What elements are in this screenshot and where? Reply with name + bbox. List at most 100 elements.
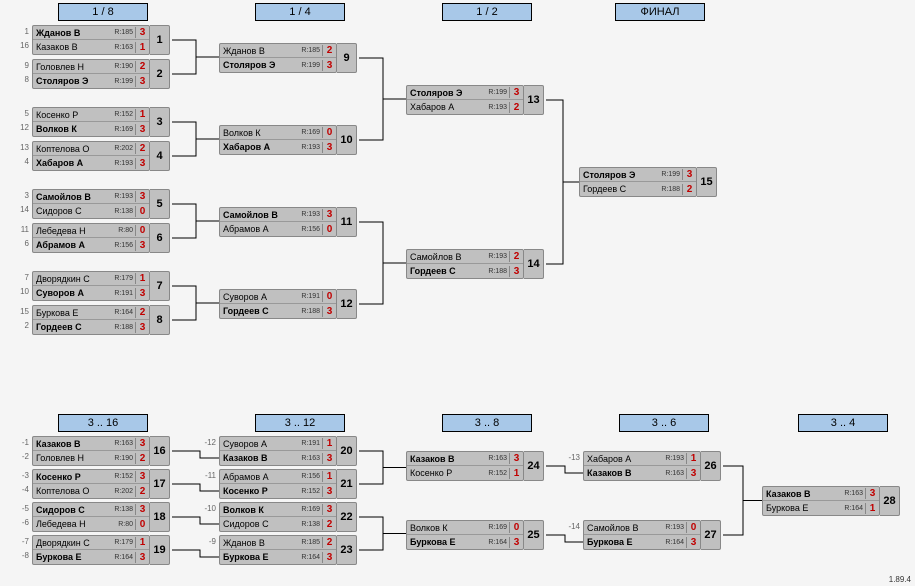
player-rating: R:152 bbox=[111, 111, 135, 118]
seed: 10 bbox=[15, 287, 29, 296]
player-rating: R:179 bbox=[111, 539, 135, 546]
player-name: Сидоров С bbox=[33, 206, 111, 216]
player-name: Казаков В bbox=[220, 453, 298, 463]
player-name: Волков К bbox=[407, 523, 485, 533]
match: Абрамов АR:1561Косенко РR:152321 bbox=[219, 469, 357, 499]
match-number: 11 bbox=[337, 207, 357, 237]
player-score: 2 bbox=[682, 184, 696, 195]
player-score: 1 bbox=[135, 42, 149, 53]
match: Казаков ВR:1633Буркова ЕR:164128 bbox=[762, 486, 900, 516]
player-row: Сидоров СR:1383 bbox=[33, 503, 149, 517]
player-name: Самойлов В bbox=[407, 252, 485, 262]
match: Коптелова ОR:2022Хабаров АR:19334 bbox=[32, 141, 170, 171]
player-row: Столяров ЭR:1993 bbox=[407, 86, 523, 100]
player-row: Казаков ВR:1633 bbox=[584, 466, 700, 480]
player-rating: R:188 bbox=[298, 308, 322, 315]
player-row: Волков КR:1690 bbox=[220, 126, 336, 140]
match-players: Самойлов ВR:1932Гордеев СR:1883 bbox=[406, 249, 524, 279]
player-row: Столяров ЭR:1993 bbox=[220, 58, 336, 72]
match-number: 15 bbox=[697, 167, 717, 197]
match-number: 7 bbox=[150, 271, 170, 301]
player-rating: R:138 bbox=[298, 521, 322, 528]
round-header: 3 .. 16 bbox=[58, 414, 148, 432]
player-row: Гордеев СR:1882 bbox=[580, 182, 696, 196]
player-rating: R:199 bbox=[298, 62, 322, 69]
match-number: 18 bbox=[150, 502, 170, 532]
player-score: 2 bbox=[135, 486, 149, 497]
player-score: 1 bbox=[509, 468, 523, 479]
round-header: 3 .. 4 bbox=[798, 414, 888, 432]
player-score: 1 bbox=[135, 537, 149, 548]
player-score: 2 bbox=[509, 251, 523, 262]
player-score: 3 bbox=[686, 468, 700, 479]
player-score: 0 bbox=[322, 291, 336, 302]
player-rating: R:163 bbox=[485, 455, 509, 462]
player-score: 0 bbox=[509, 522, 523, 533]
player-row: Сидоров СR:1380 bbox=[33, 204, 149, 218]
match-number: 22 bbox=[337, 502, 357, 532]
player-row: Самойлов ВR:1933 bbox=[220, 208, 336, 222]
player-name: Гордеев С bbox=[407, 266, 485, 276]
player-score: 1 bbox=[135, 273, 149, 284]
player-row: Казаков ВR:1633 bbox=[763, 487, 879, 501]
player-row: Хабаров АR:1933 bbox=[220, 140, 336, 154]
player-row: Косенко РR:1523 bbox=[33, 470, 149, 484]
match-number: 9 bbox=[337, 43, 357, 73]
player-row: Буркова ЕR:1643 bbox=[220, 550, 336, 564]
player-rating: R:164 bbox=[111, 309, 135, 316]
player-score: 1 bbox=[322, 438, 336, 449]
player-rating: R:202 bbox=[111, 488, 135, 495]
player-name: Косенко Р bbox=[33, 110, 111, 120]
player-rating: R:193 bbox=[298, 211, 322, 218]
version-label: 1.89.4 bbox=[889, 575, 911, 584]
player-rating: R:193 bbox=[298, 144, 322, 151]
player-row: Жданов ВR:1852 bbox=[220, 536, 336, 550]
match-number: 4 bbox=[150, 141, 170, 171]
player-name: Волков К bbox=[220, 128, 298, 138]
player-score: 3 bbox=[135, 158, 149, 169]
player-rating: R:193 bbox=[662, 524, 686, 531]
player-rating: R:169 bbox=[298, 506, 322, 513]
seed: -11 bbox=[202, 471, 216, 480]
match-players: Казаков ВR:1633Буркова ЕR:1641 bbox=[762, 486, 880, 516]
player-rating: R:199 bbox=[111, 78, 135, 85]
seed: 2 bbox=[15, 321, 29, 330]
player-name: Казаков В bbox=[584, 468, 662, 478]
player-score: 3 bbox=[135, 552, 149, 563]
match-number: 24 bbox=[524, 451, 544, 481]
player-row: Гордеев СR:1883 bbox=[220, 304, 336, 318]
match-number: 6 bbox=[150, 223, 170, 253]
player-name: Буркова Е bbox=[763, 503, 841, 513]
player-row: Абрамов АR:1563 bbox=[33, 238, 149, 252]
player-score: 2 bbox=[322, 45, 336, 56]
player-name: Хабаров А bbox=[33, 158, 111, 168]
match-players: Косенко РR:1521Волков КR:1693 bbox=[32, 107, 150, 137]
player-row: Столяров ЭR:1993 bbox=[33, 74, 149, 88]
player-score: 2 bbox=[322, 537, 336, 548]
player-name: Сидоров С bbox=[220, 519, 298, 529]
player-rating: R:164 bbox=[298, 554, 322, 561]
player-name: Суворов А bbox=[220, 439, 298, 449]
player-name: Головлев Н bbox=[33, 62, 111, 72]
player-rating: R:191 bbox=[111, 290, 135, 297]
match: Столяров ЭR:1993Хабаров АR:193213 bbox=[406, 85, 544, 115]
player-rating: R:152 bbox=[298, 488, 322, 495]
player-name: Самойлов В bbox=[33, 192, 111, 202]
player-score: 3 bbox=[509, 537, 523, 548]
player-score: 3 bbox=[135, 240, 149, 251]
player-row: Самойлов ВR:1933 bbox=[33, 190, 149, 204]
match-number: 21 bbox=[337, 469, 357, 499]
player-score: 2 bbox=[135, 307, 149, 318]
player-rating: R:80 bbox=[111, 227, 135, 234]
player-score: 3 bbox=[322, 142, 336, 153]
match: Самойлов ВR:1930Буркова ЕR:164327 bbox=[583, 520, 721, 550]
player-rating: R:164 bbox=[841, 505, 865, 512]
match-players: Казаков ВR:1633Косенко РR:1521 bbox=[406, 451, 524, 481]
seed: 9 bbox=[15, 61, 29, 70]
player-row: Хабаров АR:1932 bbox=[407, 100, 523, 114]
seed: 11 bbox=[15, 225, 29, 234]
player-score: 2 bbox=[509, 102, 523, 113]
player-row: Абрамов АR:1561 bbox=[220, 470, 336, 484]
match-number: 25 bbox=[524, 520, 544, 550]
match-players: Абрамов АR:1561Косенко РR:1523 bbox=[219, 469, 337, 499]
